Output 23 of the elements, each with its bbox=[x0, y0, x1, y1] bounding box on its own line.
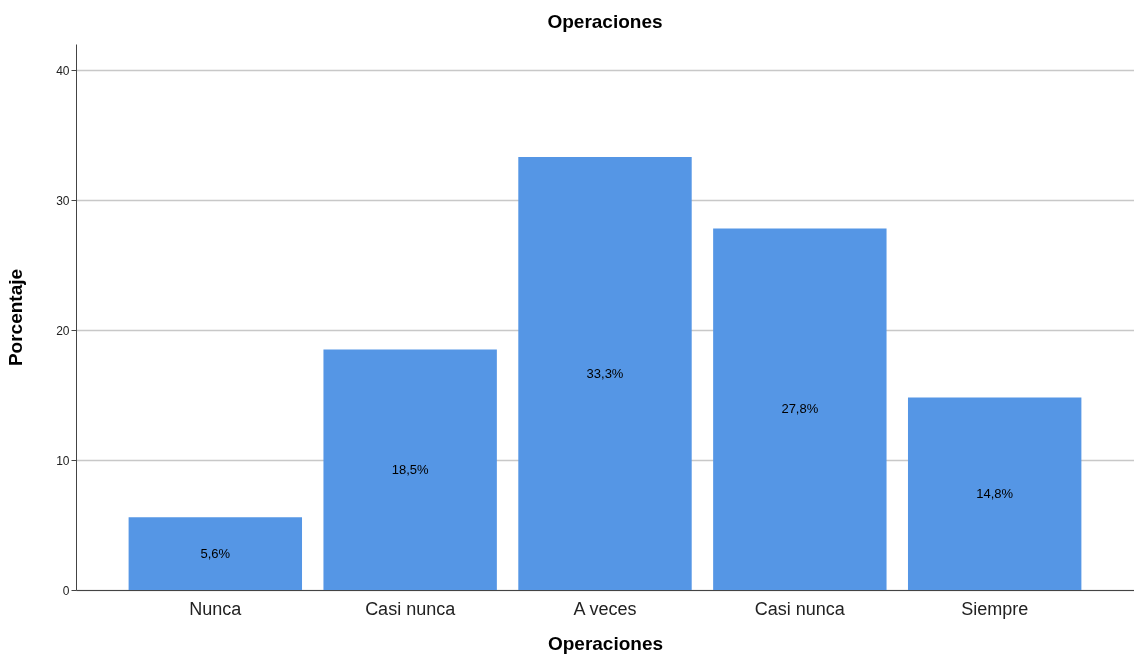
x-axis-title: Operaciones bbox=[547, 632, 664, 654]
bar bbox=[907, 397, 1082, 590]
y-tick-label: 40 bbox=[56, 63, 70, 78]
y-tick-label: 20 bbox=[56, 323, 70, 338]
bar bbox=[323, 349, 497, 590]
bar bbox=[128, 517, 303, 590]
data-label: 5,6% bbox=[200, 545, 231, 561]
y-axis-title: Porcentaje bbox=[5, 268, 27, 367]
y-tick-label: 0 bbox=[62, 583, 70, 598]
data-label: 33,3% bbox=[586, 365, 624, 381]
data-label: 14,8% bbox=[976, 485, 1014, 501]
chart-title: Operaciones bbox=[547, 11, 663, 32]
data-label: 18,5% bbox=[391, 461, 430, 477]
data-label: 27,8% bbox=[781, 401, 819, 417]
x-tick-label: Siempre bbox=[961, 598, 1029, 619]
x-tick-label: Casi nunca bbox=[365, 598, 457, 619]
bar bbox=[713, 228, 887, 590]
y-tick-label: 30 bbox=[56, 193, 70, 208]
x-tick-label: Nunca bbox=[189, 598, 243, 619]
x-tick-label: A veces bbox=[573, 598, 637, 619]
bar bbox=[518, 157, 692, 590]
y-tick-label: 10 bbox=[56, 453, 70, 468]
x-tick-label: Casi nunca bbox=[754, 598, 846, 619]
